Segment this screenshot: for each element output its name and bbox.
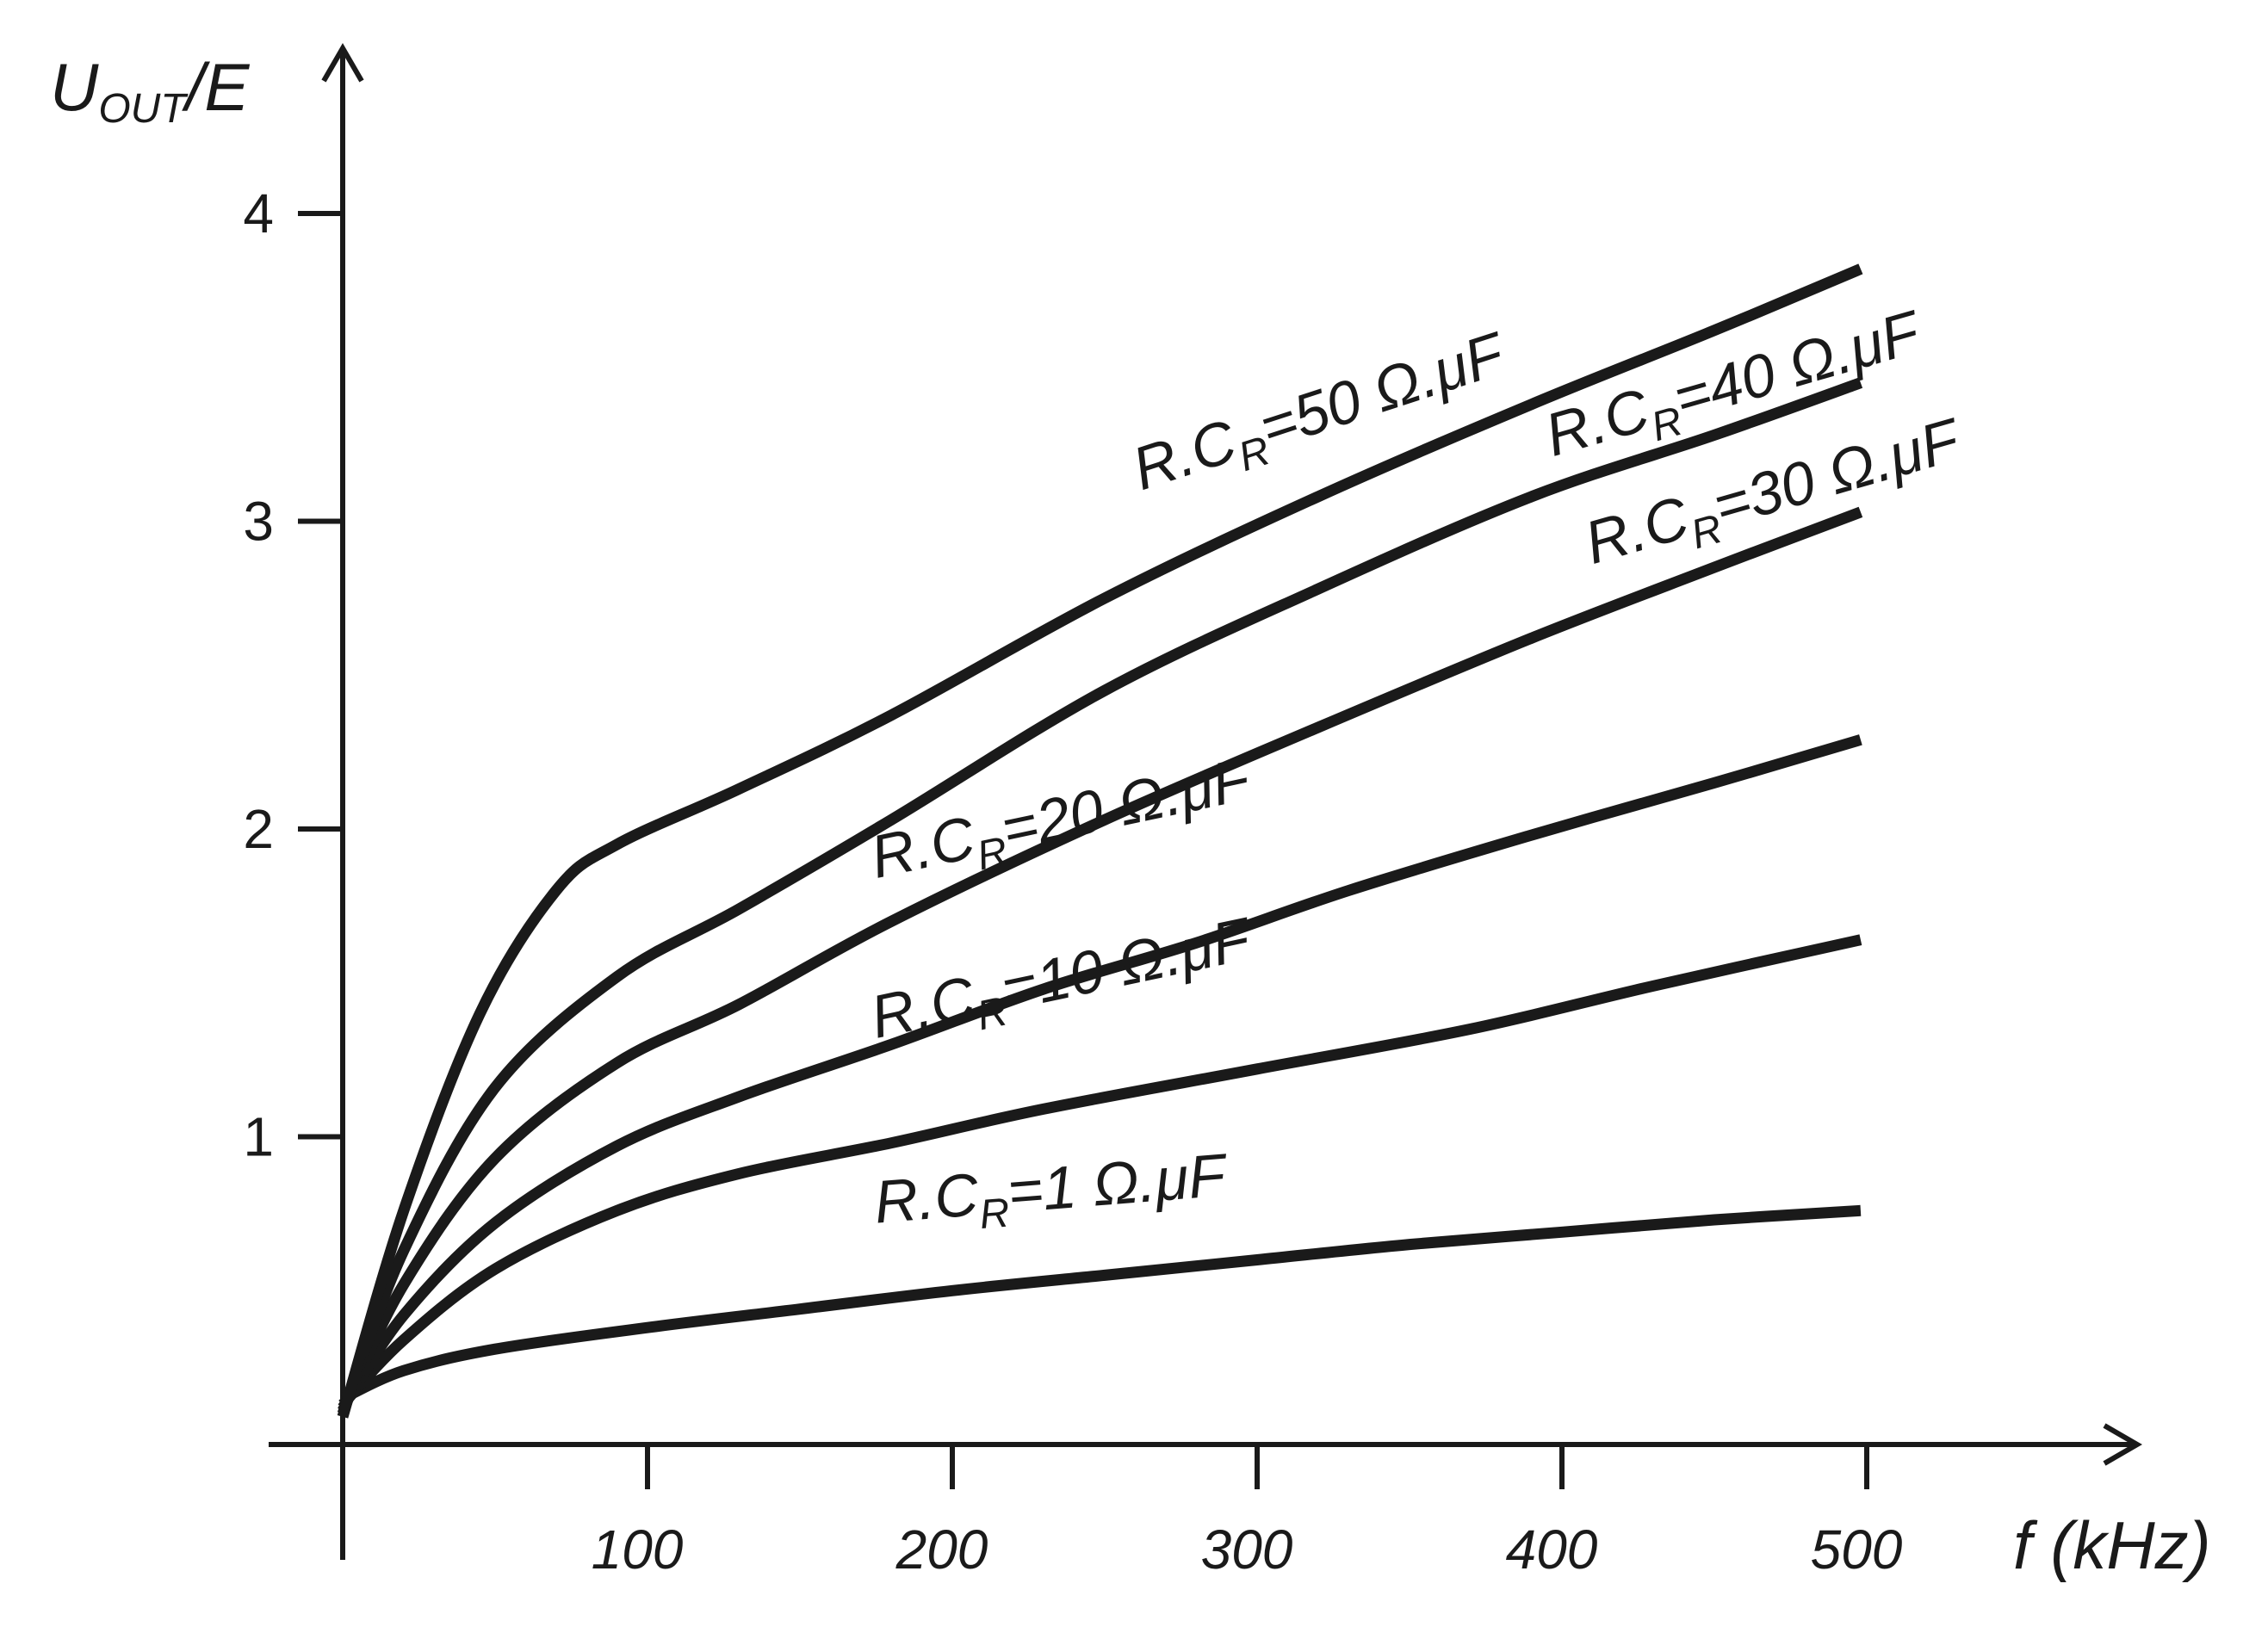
y-tick-label-3: 3 bbox=[243, 491, 274, 553]
series-label-5: R.CR=50 Ω.μF bbox=[1125, 319, 1518, 512]
y-axis-arrow bbox=[321, 43, 364, 83]
x-tick-label-400: 400 bbox=[1506, 1519, 1598, 1581]
ticks: 100 200 300 400 500 1 2 3 4 bbox=[243, 182, 1902, 1581]
axes bbox=[269, 43, 2142, 1560]
series-line-5 bbox=[337, 263, 1863, 1419]
x-tick-label-500: 500 bbox=[1811, 1519, 1903, 1581]
series-label-2: R.CR=20 Ω.μF bbox=[864, 745, 1261, 901]
series-label-1: R.CR=10 Ω.μF bbox=[864, 905, 1261, 1061]
series-label-0: R.CR=1 Ω.μF bbox=[872, 1141, 1232, 1246]
y-tick-label-2: 2 bbox=[243, 798, 274, 860]
x-axis-arrow bbox=[2103, 1423, 2142, 1466]
x-axis-label: f (kHz) bbox=[2013, 1507, 2211, 1583]
series-line-4 bbox=[337, 377, 1863, 1416]
series-line-2 bbox=[338, 734, 1862, 1411]
y-tick-label-1: 1 bbox=[243, 1106, 274, 1168]
series-labels: R.CR=1 Ω.μF R.CR=10 Ω.μFR.CR=20 Ω.μF R.CR=… bbox=[864, 297, 1969, 1246]
x-tick-label-300: 300 bbox=[1201, 1519, 1293, 1581]
y-tick-label-4: 4 bbox=[243, 182, 274, 244]
series-line-3 bbox=[338, 506, 1863, 1414]
y-axis-label: UOUT/E bbox=[50, 49, 250, 132]
series-line-0 bbox=[340, 1204, 1862, 1404]
series-lines bbox=[337, 263, 1863, 1419]
x-tick-label-200: 200 bbox=[895, 1519, 988, 1581]
series-line-1 bbox=[338, 934, 1862, 1408]
x-tick-label-100: 100 bbox=[592, 1519, 684, 1581]
